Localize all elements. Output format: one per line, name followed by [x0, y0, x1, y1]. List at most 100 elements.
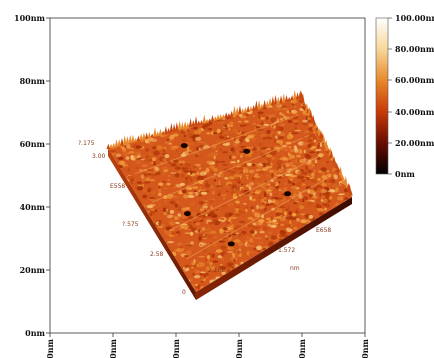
- surface-front-wall: [108, 148, 196, 300]
- surface-grain: [185, 244, 193, 247]
- surface-grain: [334, 168, 337, 171]
- surface-grain: [177, 206, 182, 211]
- surface-grain: [206, 160, 213, 164]
- surface-grain: [260, 121, 264, 126]
- surface-grain: [178, 160, 186, 164]
- surface-grain: [210, 152, 215, 155]
- surface-grain: [275, 212, 282, 217]
- surface-grain: [237, 159, 240, 163]
- surface-grain: [308, 214, 314, 219]
- surface-grain: [322, 194, 327, 198]
- surface-grain: [185, 167, 189, 170]
- surface-grain: [255, 180, 259, 185]
- surface-grain: [243, 168, 246, 174]
- surface-grain: [241, 211, 246, 214]
- surface-grain: [242, 166, 249, 170]
- surface-grain: [188, 132, 193, 138]
- surface-grain: [309, 193, 314, 197]
- surface-grain: [278, 164, 282, 169]
- surface-grain: [296, 217, 300, 222]
- surface-grain: [191, 261, 196, 266]
- surface-grain: [192, 272, 195, 276]
- surface-grain: [289, 157, 292, 161]
- surface-grain: [165, 226, 172, 231]
- surface-grain: [221, 204, 227, 208]
- surface-grain: [236, 233, 242, 236]
- surface-grain: [272, 219, 277, 223]
- surface-peak: [169, 122, 174, 133]
- surface-grain: [223, 133, 231, 137]
- surface-grain: [166, 182, 171, 186]
- surface-grain: [187, 142, 195, 146]
- surface-grain: [261, 183, 268, 187]
- surface-peak: [334, 162, 339, 168]
- surface-peak: [260, 103, 264, 109]
- surface-grain: [283, 157, 289, 161]
- surface-grain: [170, 225, 173, 227]
- surface-grain: [269, 114, 276, 118]
- surface-grain: [176, 242, 183, 246]
- surface-grain: [183, 134, 187, 138]
- surface-grain: [272, 106, 276, 110]
- surface-grain: [226, 221, 231, 224]
- surface-grain: [333, 174, 338, 180]
- surface-grain: [292, 213, 296, 217]
- surface-grain: [164, 200, 168, 202]
- surface-grain: [256, 204, 259, 210]
- surface-grain: [204, 171, 207, 175]
- surface-grain: [313, 169, 316, 172]
- surface-grain: [262, 226, 269, 231]
- surface-peak: [111, 142, 116, 148]
- surface-grain: [205, 219, 213, 223]
- surface-grain: [273, 165, 276, 168]
- surface-grain: [167, 241, 175, 244]
- surface-grain: [169, 200, 176, 205]
- surface-grain: [182, 225, 190, 230]
- surface-grain: [269, 203, 274, 206]
- surface-grain: [180, 173, 185, 178]
- surface-peak: [282, 93, 286, 103]
- surface-grain: [158, 185, 161, 189]
- surface-grain: [189, 170, 193, 175]
- surface-grain: [232, 128, 238, 133]
- surface-grain: [322, 198, 328, 204]
- surface-peak: [273, 94, 278, 105]
- surface-grain: [177, 170, 183, 174]
- surface-grain: [248, 169, 255, 174]
- surface-grain: [307, 189, 310, 194]
- surface-grain: [147, 172, 152, 176]
- surface-grain: [294, 129, 302, 132]
- surface-grain: [292, 186, 296, 191]
- surface-grain: [134, 151, 142, 156]
- surface-grain: [303, 130, 308, 134]
- surface-grain: [295, 208, 299, 212]
- surface-grain: [163, 187, 168, 190]
- surface-grain: [258, 195, 261, 200]
- surface-grain: [287, 120, 293, 123]
- surface-label: 1.572: [278, 247, 295, 254]
- surface-grain: [190, 211, 197, 216]
- surface-grain: [242, 203, 247, 205]
- surface-grain: [135, 167, 139, 169]
- surface-grain: [143, 204, 146, 207]
- surface-grain: [247, 216, 254, 220]
- surface-peak: [144, 132, 149, 139]
- colorbar-labels: 100.00nm 80.00nm 60.00nm 40.00nm 20.00nm…: [395, 13, 434, 179]
- surface-grain: [233, 211, 240, 214]
- surface-grain: [244, 137, 249, 142]
- surface-grain: [203, 237, 208, 240]
- colorbar-tick-label: 0nm: [395, 169, 415, 179]
- surface-grain: [317, 145, 320, 149]
- surface-grain: [199, 244, 203, 247]
- surface-pit: [183, 211, 191, 217]
- surface-grain: [280, 217, 287, 222]
- surface-grain: [233, 239, 241, 243]
- surface-grain: [303, 149, 306, 154]
- surface-grain: [153, 161, 157, 166]
- surface-grain: [250, 206, 254, 210]
- surface-grain: [136, 186, 144, 191]
- surface-grain: [140, 158, 145, 161]
- surface-grain: [314, 131, 317, 136]
- surface-grain: [260, 117, 266, 120]
- surface-grain: [193, 130, 201, 135]
